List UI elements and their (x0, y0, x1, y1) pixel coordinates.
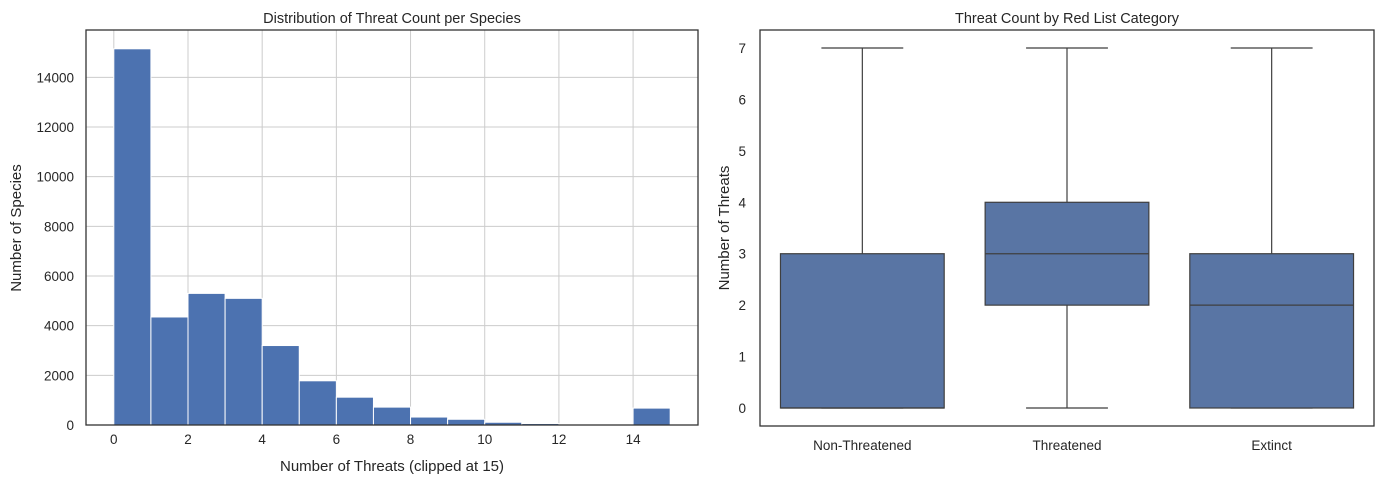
x-tick-label: 12 (551, 432, 566, 447)
y-tick-label: 3 (738, 247, 746, 262)
y-tick-label: 2000 (44, 368, 74, 383)
x-tick-label: Threatened (1032, 438, 1101, 453)
y-tick-label: 5 (738, 144, 746, 159)
y-tick-label: 10000 (36, 170, 74, 185)
boxplot-y-label: Number of Threats (716, 166, 733, 291)
x-tick-label: Non-Threatened (813, 438, 911, 453)
histogram-x-label: Number of Threats (clipped at 15) (280, 458, 504, 475)
histogram-bar (225, 298, 262, 425)
y-tick-label: 4 (738, 195, 746, 210)
x-tick-label: Extinct (1251, 438, 1292, 453)
histogram-bar (188, 293, 225, 425)
box (1190, 254, 1354, 408)
x-tick-label: 8 (407, 432, 415, 447)
histogram-bar (336, 397, 373, 425)
histogram-panel: 0 2 4 6 8 10 12 14 0 2000 4000 6000 8000 10000 12000 14… (8, 11, 698, 475)
y-tick-label: 4000 (44, 319, 74, 334)
histogram-bar (448, 419, 485, 425)
x-tick-label: 0 (110, 432, 118, 447)
x-tick-label: 2 (184, 432, 192, 447)
x-tick-label: 10 (477, 432, 492, 447)
histogram-bar (373, 407, 410, 425)
y-tick-label: 7 (738, 41, 746, 56)
histogram-y-label: Number of Species (8, 164, 25, 292)
x-tick-label: 4 (258, 432, 266, 447)
histogram-bar (151, 317, 188, 425)
y-tick-label: 6000 (44, 269, 74, 284)
histogram-title: Distribution of Threat Count per Species (263, 11, 521, 27)
histogram-bar (299, 381, 336, 425)
x-tick-label: 6 (333, 432, 341, 447)
histogram-bar (262, 346, 299, 425)
x-tick-label: 14 (626, 432, 642, 447)
y-tick-label: 6 (738, 92, 746, 107)
histogram-bar (411, 417, 448, 425)
y-tick-label: 0 (66, 418, 74, 433)
y-tick-label: 1 (738, 350, 746, 365)
y-tick-label: 8000 (44, 219, 74, 234)
y-tick-label: 12000 (36, 120, 74, 135)
histogram-bar (633, 408, 670, 425)
y-tick-label: 0 (738, 401, 746, 416)
box (780, 254, 944, 408)
y-tick-label: 14000 (36, 70, 74, 85)
boxplot-title: Threat Count by Red List Category (955, 11, 1180, 27)
y-tick-label: 2 (738, 298, 746, 313)
histogram-bar (114, 49, 151, 425)
